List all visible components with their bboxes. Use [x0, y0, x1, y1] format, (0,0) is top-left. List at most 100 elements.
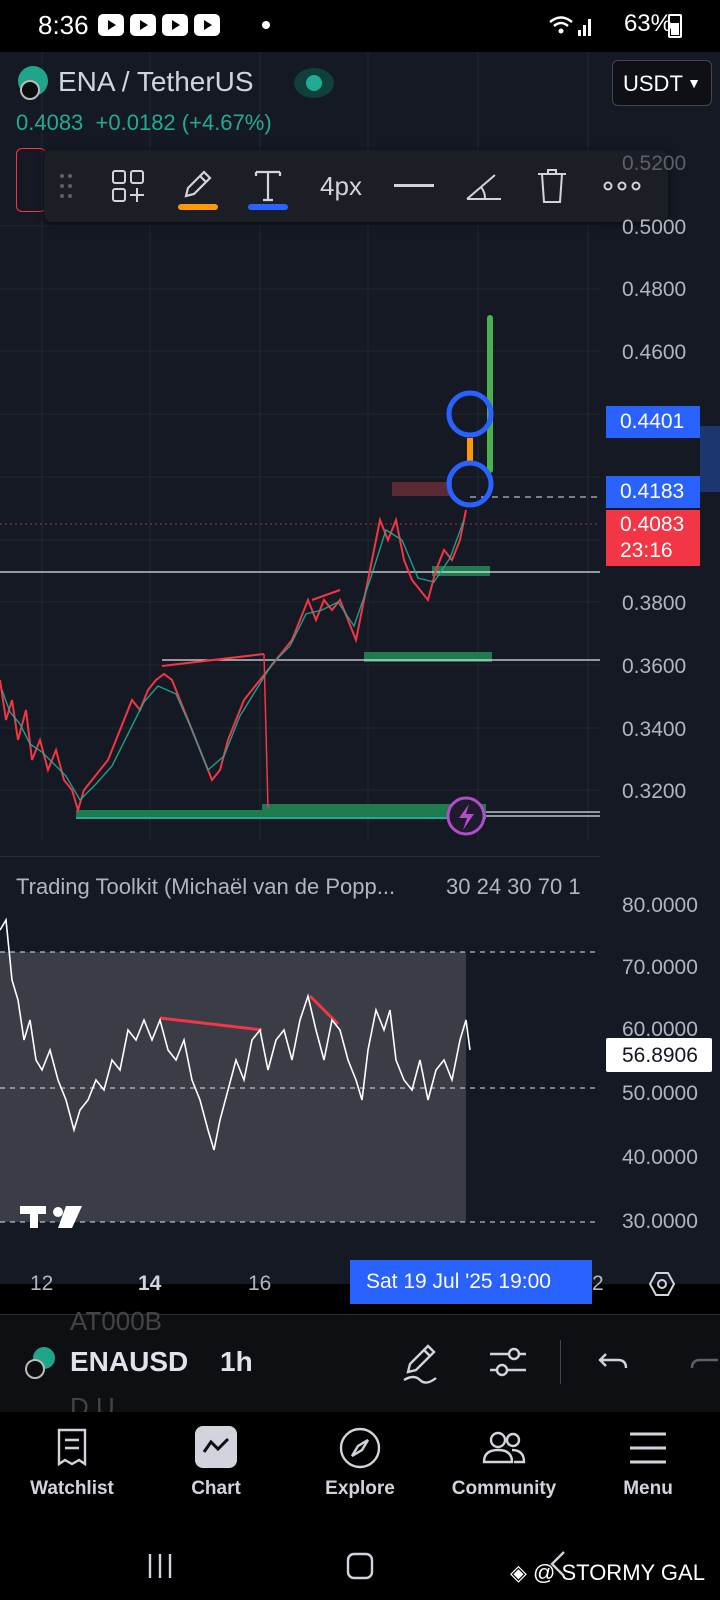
nav-label: Menu — [623, 1478, 673, 1499]
line-width-button[interactable]: 4px — [320, 170, 362, 201]
oscillator-axis-label: 50.0000 — [622, 1082, 698, 1105]
price-axis-label: 0.3400 — [622, 718, 687, 741]
last-price-value: 0.4083 — [620, 513, 685, 536]
watermark: ◈ @ STORMY GAL — [510, 1560, 705, 1585]
chart-settings-icon[interactable] — [648, 1270, 676, 1303]
nav-label: Community — [451, 1478, 557, 1499]
resistance-zone — [392, 482, 452, 496]
interval-button[interactable]: 1h — [220, 1346, 253, 1377]
price-axis-label: 0.3600 — [622, 655, 687, 678]
bottom-nav: Watchlist Chart Explore Community Menu — [0, 1412, 720, 1520]
price-axis-label: 0.3800 — [622, 592, 687, 615]
market-open-icon — [294, 68, 334, 98]
support-zone — [432, 566, 490, 576]
divider — [560, 1340, 561, 1384]
oscillator-axis-label: 30.0000 — [622, 1210, 698, 1233]
oscillator-axis-label: 70.0000 — [622, 956, 698, 979]
youtube-icon — [98, 14, 124, 36]
back-icon[interactable] — [548, 1550, 568, 1578]
bar-countdown: 23:16 — [620, 539, 673, 562]
oscillator-axis-label: 40.0000 — [622, 1146, 698, 1169]
time-cursor-label: Sat 19 Jul '25 19:00 — [350, 1260, 592, 1304]
youtube-icon — [162, 14, 188, 36]
angle-icon[interactable] — [454, 150, 514, 222]
time-axis-label: 14 — [138, 1272, 162, 1295]
symbol-logo-icon — [18, 66, 48, 100]
nav-explore[interactable]: Explore — [288, 1412, 432, 1520]
wifi-signal-icon — [549, 16, 591, 36]
home-icon[interactable] — [346, 1552, 374, 1580]
watermark-text: @ STORMY GAL — [533, 1560, 705, 1585]
text-color-swatch — [248, 204, 288, 210]
price-axis-label: 0.3200 — [622, 780, 687, 803]
line-style-icon[interactable] — [384, 150, 444, 222]
sell-button-edge[interactable] — [16, 148, 46, 212]
price-change: +0.0182 (+4.67%) — [95, 110, 272, 135]
nav-label: Explore — [325, 1478, 395, 1499]
nav-community[interactable]: Community — [432, 1412, 576, 1520]
youtube-icon — [194, 14, 220, 36]
oscillator-axis-label: 80.0000 — [622, 894, 698, 917]
symbol-bar — [0, 1314, 720, 1412]
last-price-tag: 0.4083 23:16 — [606, 510, 700, 566]
drawing-handle-lower — [446, 460, 494, 508]
indicator-params: 30 24 30 70 1 — [446, 874, 581, 899]
price-summary: 0.4083 +0.0182 (+4.67%) — [16, 110, 272, 136]
recent-apps-icon[interactable] — [146, 1552, 174, 1580]
indicators-icon[interactable] — [488, 1340, 528, 1389]
oscillator-pane[interactable] — [0, 856, 600, 1242]
price-chart[interactable] — [0, 52, 600, 852]
watchlist-icon — [57, 1428, 87, 1467]
nav-chart[interactable]: Chart — [144, 1412, 288, 1520]
symbol-logo-icon — [25, 1347, 55, 1379]
lower-target-tag: 0.4183 — [606, 476, 700, 508]
status-time: 8:36 — [38, 10, 89, 40]
redo-icon[interactable] — [690, 1340, 720, 1389]
price-axis-label: 0.4800 — [622, 278, 687, 301]
price-axis-label: 0.5000 — [622, 216, 687, 239]
text-color-button[interactable] — [238, 150, 298, 222]
battery-icon — [668, 14, 682, 38]
upper-target-tag: 0.4401 — [606, 406, 700, 438]
pencil-color-swatch — [178, 204, 218, 210]
price-axis-label: 0.5200 — [622, 152, 687, 175]
line-color-button[interactable] — [168, 150, 228, 222]
nav-label: Watchlist — [30, 1478, 114, 1499]
currency-label: USDT — [623, 71, 683, 96]
time-axis-label: 16 — [248, 1272, 272, 1295]
drawing-tool-icon[interactable] — [400, 1340, 440, 1389]
range-highlight — [700, 426, 720, 492]
nav-watchlist[interactable]: Watchlist — [0, 1412, 144, 1520]
symbol-name-button[interactable]: ENAUSD — [70, 1346, 189, 1377]
notification-icons — [98, 14, 220, 36]
compass-icon — [339, 1427, 381, 1469]
youtube-icon — [130, 14, 156, 36]
notification-dot-icon — [262, 21, 270, 29]
add-to-template-icon[interactable] — [98, 150, 158, 222]
more-options-icon[interactable] — [590, 150, 654, 222]
support-zone — [262, 804, 486, 810]
symbol-title[interactable]: ENA / TetherUS — [58, 66, 254, 97]
community-icon — [482, 1431, 526, 1464]
undo-icon[interactable] — [596, 1340, 632, 1389]
time-axis-label: 12 — [30, 1272, 54, 1295]
trash-icon[interactable] — [522, 150, 582, 222]
system-nav-bar — [0, 1520, 720, 1600]
oscillator-value-tag: 56.8906 — [606, 1038, 712, 1072]
support-zone — [76, 810, 486, 818]
drag-handle-icon[interactable] — [50, 150, 82, 222]
currency-select[interactable]: USDT ▼ — [612, 60, 712, 106]
nav-menu[interactable]: Menu — [576, 1412, 720, 1520]
last-price: 0.4083 — [16, 110, 84, 135]
oscillator-band — [0, 952, 466, 1222]
menu-icon — [630, 1432, 666, 1464]
ghost-symbol-top: AT000B — [70, 1306, 163, 1336]
status-bar: 8:36 63% — [0, 0, 720, 52]
price-axis-label: 0.4600 — [622, 341, 687, 364]
chevron-down-icon: ▼ — [687, 75, 701, 91]
indicator-title[interactable]: Trading Toolkit (Michaël van de Popp... — [16, 874, 396, 899]
tradingview-logo — [20, 1206, 82, 1228]
time-axis-label: 2 — [592, 1272, 604, 1295]
oscillator-line — [0, 917, 471, 1151]
battery-percent: 63% — [623, 10, 672, 37]
